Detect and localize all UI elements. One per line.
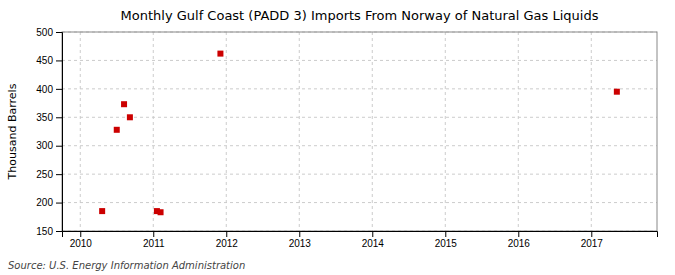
- tick-mark: [299, 231, 300, 237]
- tick: 2010: [70, 231, 93, 249]
- grid-line: [62, 202, 657, 203]
- tick: 2011: [143, 231, 165, 249]
- tick-label: 300: [36, 140, 53, 151]
- tick-mark: [56, 203, 62, 204]
- y-axis-label: Thousand Barrels: [6, 83, 19, 180]
- point: [114, 127, 120, 133]
- grid-line: [62, 60, 657, 61]
- point: [121, 101, 127, 107]
- grid-line: [226, 32, 227, 231]
- tick-mark: [591, 231, 592, 237]
- tick-label: 250: [36, 169, 53, 180]
- tick-label: 350: [36, 112, 53, 123]
- x-axis: 2010 2011 2012 2013 2014 2015 2016 2017: [63, 231, 658, 249]
- tick-label: 2016: [508, 238, 531, 249]
- point: [158, 209, 164, 215]
- grid-line: [518, 32, 519, 231]
- point: [99, 208, 105, 214]
- tick-mark: [56, 174, 62, 175]
- tick-label: 2017: [581, 238, 604, 249]
- tick: 200: [36, 197, 62, 208]
- tick-label: 200: [36, 197, 53, 208]
- y-axis: 150 200 250 300 350 400 450 500: [36, 27, 62, 237]
- chart: 2010 2011 2012 2013 2014 2015 2016 2017 150 200 25…: [0, 0, 675, 275]
- grid-line: [62, 117, 657, 118]
- axis-line: [56, 33, 63, 232]
- plot-frame: [62, 32, 657, 231]
- grid-line: [591, 32, 592, 231]
- grid-line: [62, 174, 657, 175]
- tick-mark: [56, 231, 62, 232]
- tick-label: 400: [36, 84, 53, 95]
- grid-line: [299, 32, 300, 231]
- grid-line: [80, 32, 81, 231]
- tick-label: 2010: [70, 238, 93, 249]
- grid-line: [445, 32, 446, 231]
- grid: [62, 32, 657, 231]
- grid-line: [62, 88, 657, 89]
- tick: 2016: [508, 231, 531, 249]
- point: [614, 89, 620, 95]
- tick-label: 2014: [362, 238, 385, 249]
- tick: 2013: [289, 231, 312, 249]
- tick: 500: [36, 27, 62, 38]
- title: Monthly Gulf Coast (PADD 3) Imports From…: [121, 8, 599, 23]
- tick: 2015: [435, 231, 458, 249]
- tick-label: 2012: [216, 238, 239, 249]
- tick-label: 2011: [143, 238, 165, 249]
- tick-mark: [56, 146, 62, 147]
- tick: 300: [36, 140, 62, 151]
- plot: 2010 2011 2012 2013 2014 2015 2016 2017 150 200 25…: [36, 27, 657, 249]
- axis-line: [63, 232, 658, 238]
- tick: 400: [36, 84, 62, 95]
- tick-mark: [56, 32, 62, 33]
- tick: 2017: [581, 231, 604, 249]
- tick-label: 450: [36, 55, 53, 66]
- tick-mark: [56, 89, 62, 90]
- annotation: Source: U.S. Energy Information Administ…: [8, 260, 245, 271]
- tick: 2014: [362, 231, 385, 249]
- point: [127, 114, 133, 120]
- tick-label: 150: [36, 226, 53, 237]
- tick-mark: [445, 231, 446, 237]
- tick: 450: [36, 55, 62, 66]
- tick-label: 2015: [435, 238, 458, 249]
- points: [99, 51, 620, 216]
- tick-mark: [226, 231, 227, 237]
- grid-line: [372, 32, 373, 231]
- tick: 2012: [216, 231, 239, 249]
- tick: 150: [36, 226, 62, 237]
- tick-mark: [56, 117, 62, 118]
- tick-mark: [153, 231, 154, 237]
- tick-label: 500: [36, 27, 53, 38]
- tick-mark: [56, 60, 62, 61]
- tick-label: 2013: [289, 238, 312, 249]
- tick: 350: [36, 112, 62, 123]
- point: [217, 51, 223, 57]
- grid-line: [153, 32, 154, 231]
- grid-line: [62, 145, 657, 146]
- tick-mark: [80, 231, 81, 237]
- tick: 250: [36, 169, 62, 180]
- tick-mark: [518, 231, 519, 237]
- tick-mark: [372, 231, 373, 237]
